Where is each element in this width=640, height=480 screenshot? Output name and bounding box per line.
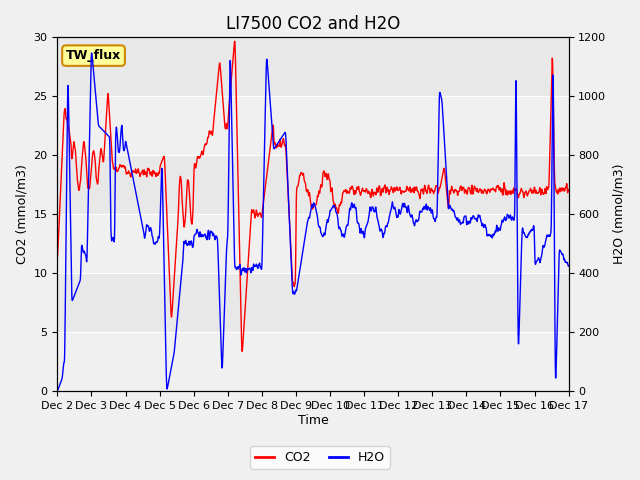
Legend: CO2, H2O: CO2, H2O — [250, 446, 390, 469]
Y-axis label: H2O (mmol/m3): H2O (mmol/m3) — [612, 164, 625, 264]
Y-axis label: CO2 (mmol/m3): CO2 (mmol/m3) — [15, 164, 28, 264]
Text: TW_flux: TW_flux — [66, 49, 121, 62]
Bar — [58, 214, 568, 273]
X-axis label: Time: Time — [298, 414, 328, 427]
Bar — [58, 96, 568, 155]
Bar — [58, 332, 568, 391]
Title: LI7500 CO2 and H2O: LI7500 CO2 and H2O — [226, 15, 400, 33]
